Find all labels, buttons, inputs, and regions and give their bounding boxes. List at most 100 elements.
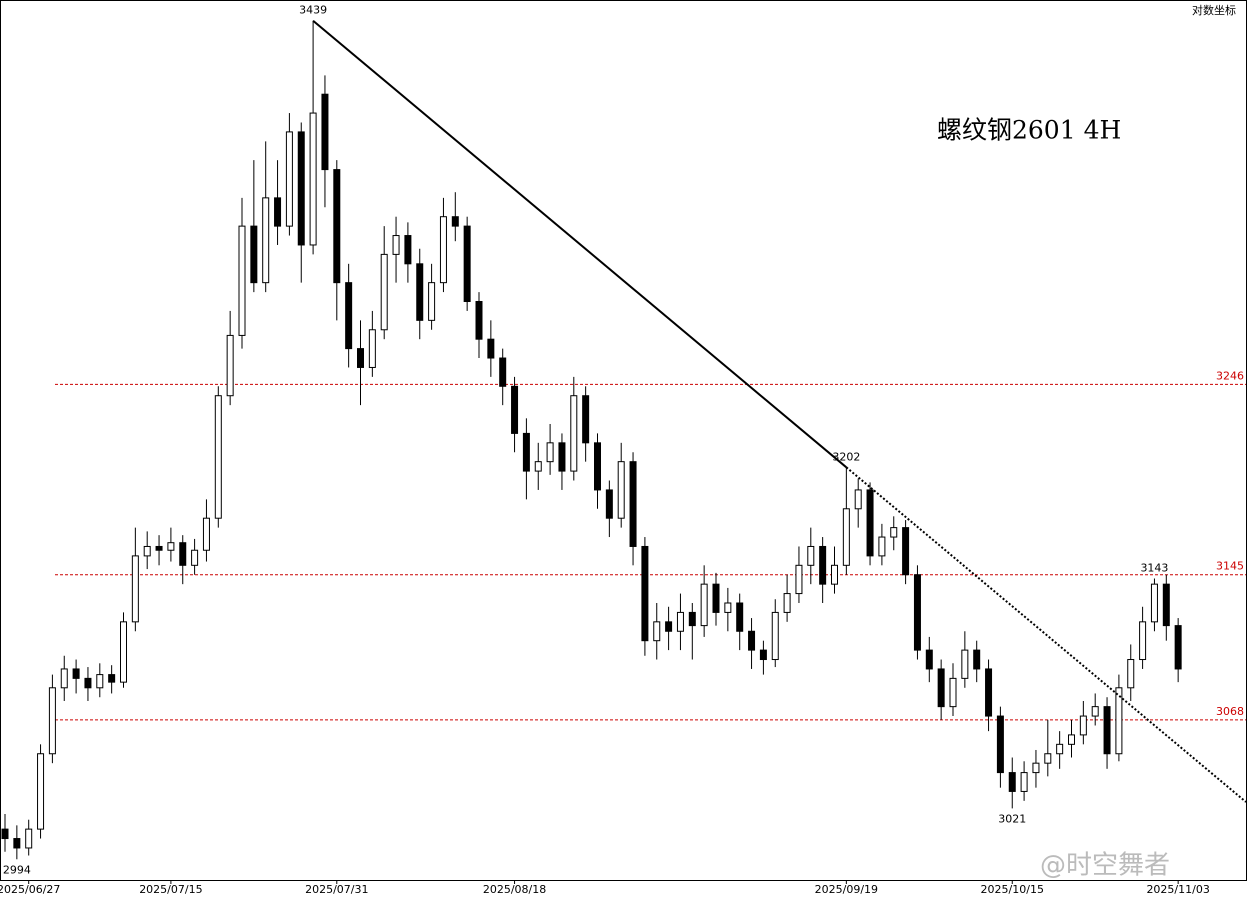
candle-body <box>25 828 33 849</box>
candle-body <box>84 677 92 689</box>
candle-body <box>143 545 151 557</box>
candle-body <box>629 461 637 547</box>
candle-body <box>819 545 827 585</box>
candle-body <box>1115 687 1123 755</box>
candle-body <box>368 329 376 368</box>
candle-body <box>1044 753 1052 764</box>
candle-body <box>582 395 590 444</box>
candle-body <box>712 583 720 613</box>
candle-body <box>854 489 862 510</box>
x-tick-label: 2025/06/27 <box>0 883 60 896</box>
candle-body <box>748 630 756 651</box>
candle-body <box>321 93 329 171</box>
level-label: 3246 <box>1216 369 1244 382</box>
candle-body <box>807 545 815 566</box>
candle-body <box>333 169 341 284</box>
candle-body <box>558 442 566 472</box>
candle-body <box>771 611 779 661</box>
x-tick-label: 2025/10/15 <box>981 883 1044 896</box>
chart-title: 螺纹钢2601 4H <box>937 116 1121 145</box>
point-label: 3439 <box>299 4 327 17</box>
candle-body <box>973 649 981 670</box>
candle-body <box>499 357 507 387</box>
candle-body <box>1068 734 1075 745</box>
candle-body <box>451 216 459 227</box>
candle-body <box>274 197 282 227</box>
candle-body <box>167 542 175 551</box>
candle-body <box>1139 621 1147 661</box>
candle-body <box>1091 706 1099 717</box>
candle-body <box>688 611 696 627</box>
point-label: 2994 <box>3 863 31 876</box>
candle-body <box>120 621 127 683</box>
candle-body <box>605 489 613 519</box>
candle-body <box>463 225 471 302</box>
candle-body <box>570 395 578 472</box>
candle-body <box>226 334 234 397</box>
marks <box>1 19 1247 860</box>
candle-body <box>676 611 684 632</box>
candle-body <box>48 687 56 755</box>
candle-body <box>202 517 210 551</box>
candle-body <box>522 432 530 472</box>
candle-body <box>96 674 104 689</box>
trend-line-ext <box>845 466 1247 803</box>
candle-body <box>985 668 993 717</box>
candle-body <box>996 715 1004 774</box>
candle-body <box>890 527 898 538</box>
candle-body <box>131 555 139 623</box>
x-tick-label: 2025/09/19 <box>815 883 878 896</box>
candle-body <box>1032 762 1040 774</box>
candle-body <box>1162 583 1170 627</box>
candle-body <box>1056 743 1064 755</box>
candle-body <box>238 225 246 336</box>
candle-body <box>179 542 187 566</box>
candle-body <box>357 348 364 368</box>
candle-body <box>404 235 412 265</box>
candle-body <box>902 527 910 576</box>
candle-body <box>13 838 21 849</box>
scale-label: 对数坐标 <box>1192 3 1236 17</box>
candle-body <box>1103 706 1111 755</box>
candle-body <box>191 549 199 566</box>
candle-body <box>345 282 353 350</box>
candle-body <box>1 828 9 840</box>
point-label: 3202 <box>832 450 860 463</box>
candle-body <box>1020 772 1028 792</box>
candle-body <box>155 545 163 551</box>
candle-body <box>949 677 957 708</box>
candle-body <box>416 263 424 321</box>
watermark: @时空舞者 <box>1040 851 1170 881</box>
x-tick-label: 2025/08/18 <box>483 883 546 896</box>
candle-body <box>641 545 649 642</box>
candle-body <box>866 489 874 557</box>
candle-body <box>392 235 400 255</box>
candle-body <box>487 338 495 359</box>
candle-body <box>285 131 293 227</box>
candle-body <box>1008 772 1016 792</box>
candle-body <box>297 131 305 246</box>
candle-body <box>913 574 921 651</box>
candle-body <box>250 225 258 284</box>
candle-body <box>759 649 767 661</box>
candle-body <box>60 668 68 689</box>
candle-body <box>925 649 933 670</box>
candle-body <box>72 668 80 679</box>
candle-body <box>1174 625 1182 670</box>
candle-body <box>617 461 625 519</box>
candle-body <box>37 753 45 830</box>
point-label: 3143 <box>1140 562 1168 575</box>
x-tick-label: 2025/11/03 <box>1146 883 1209 896</box>
candle-body <box>878 536 886 557</box>
candle-body <box>937 668 945 708</box>
x-tick-label: 2025/07/31 <box>305 883 368 896</box>
candle-body <box>511 385 519 434</box>
candle-body <box>262 197 270 284</box>
candle-body <box>380 253 388 331</box>
candle-body <box>1127 659 1135 689</box>
candle-body <box>653 621 661 642</box>
candle-body <box>214 395 222 519</box>
point-label: 3021 <box>998 812 1026 825</box>
